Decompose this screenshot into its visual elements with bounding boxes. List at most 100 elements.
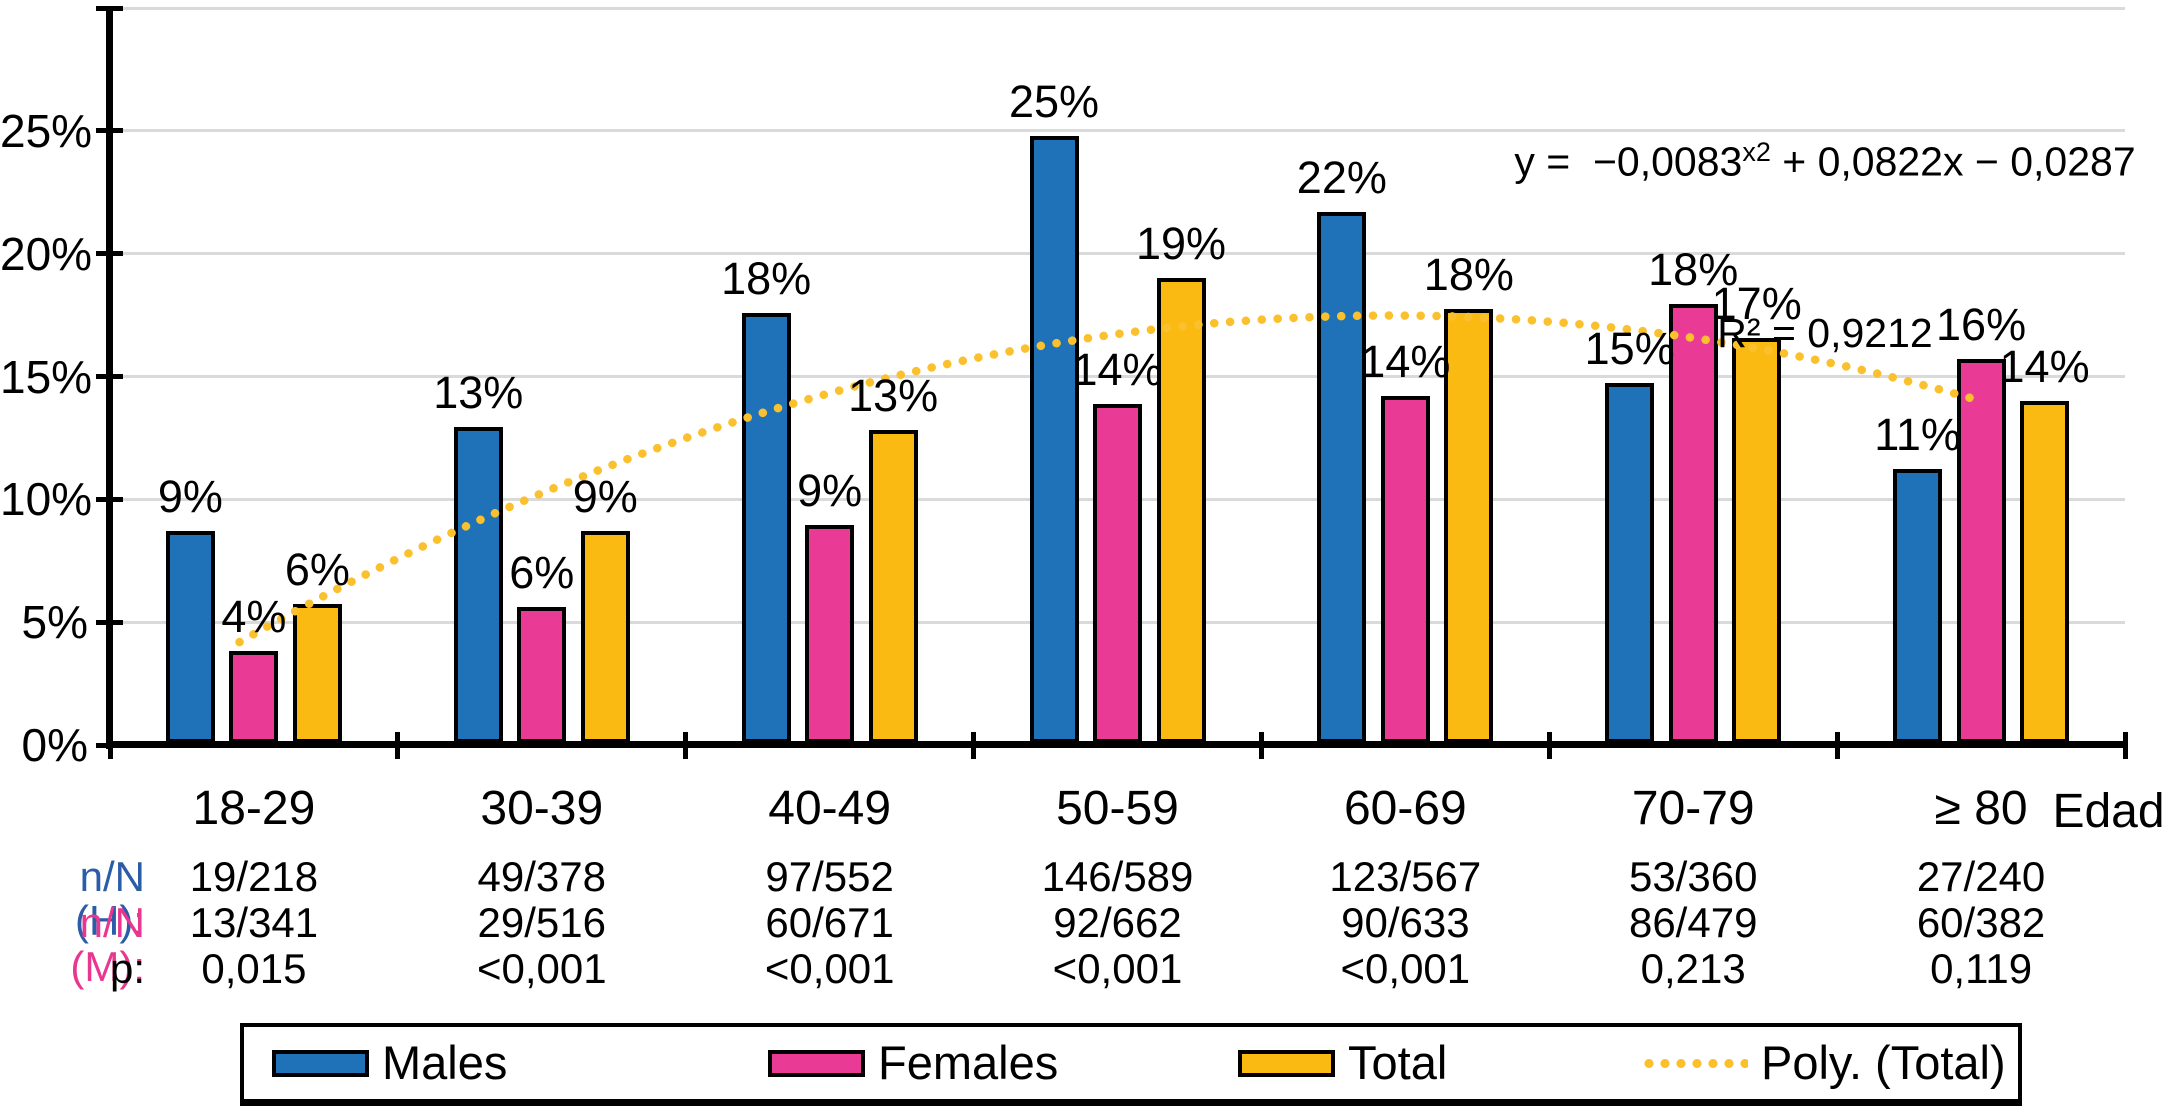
x-axis-label-80: ≥ 80 (1934, 782, 2028, 835)
x-axis-tick-0 (107, 732, 113, 759)
stats-p-60-69: <0,001 (1340, 945, 1471, 992)
legend-color-swatch-total (1238, 1049, 1335, 1077)
bar-label-females-30-39: 6% (509, 546, 575, 598)
bar-label-total-50-59: 19% (1135, 217, 1227, 269)
bar-females-18-29 (229, 651, 279, 743)
y-axis-tick-15 (96, 374, 123, 379)
bar-label-males-80: 11% (1874, 408, 1961, 460)
bar-males-18-29 (165, 530, 215, 743)
x-axis-label-60-69: 60-69 (1343, 782, 1467, 835)
equation-line: y = −0,0083x2 + 0,0822x − 0,0287 (1485, 124, 2165, 191)
bar-females-30-39 (517, 606, 567, 743)
bar-males-80 (1893, 468, 1943, 743)
equation-exponent: x2 (1742, 137, 1771, 167)
y-axis-label-5: 5% (21, 596, 88, 649)
bar-females-40-49 (805, 525, 855, 743)
bar-label-total-80: 14% (1999, 341, 2090, 393)
x-axis-tick-2 (683, 732, 689, 759)
bar-label-females-60-69: 14% (1360, 335, 1451, 387)
x-axis-tick-5 (1546, 732, 1552, 759)
bar-label-total-60-69: 18% (1423, 248, 1514, 300)
stats-n-n-h-60-69: 123/567 (1329, 853, 1482, 900)
bar-label-total-40-49: 13% (848, 369, 939, 421)
stats-n-n-h-40-49: 97/552 (765, 853, 894, 900)
x-axis-label-18-29: 18-29 (192, 782, 316, 835)
stats-n-n-m-80: 60/382 (1916, 899, 2046, 946)
stats-n-n-m-40-49: 60/671 (765, 899, 894, 946)
x-axis-label-70-79: 70-79 (1631, 782, 1755, 835)
x-axis-title: Edad (2052, 785, 2165, 838)
bar-label-females-40-49: 9% (797, 465, 863, 517)
stats-n-n-m-18-29: 13/341 (189, 899, 319, 946)
stats-n-n-h-80: 27/240 (1916, 853, 2046, 900)
legend-color-swatch-males (272, 1049, 369, 1077)
legend-item-males: Males (272, 1027, 507, 1099)
stats-n-n-h-18-29: 19/218 (189, 853, 319, 900)
stats-n-n-h-30-39: 49/378 (477, 853, 607, 900)
x-axis-tick-4 (1258, 732, 1264, 759)
y-gridline-30 (110, 6, 2125, 10)
bar-males-60-69 (1317, 212, 1367, 743)
legend-box: Males Females Total Poly. (Total) (240, 1023, 2022, 1106)
y-axis-label-20: 20% (0, 227, 93, 280)
trendline-equation: y = −0,0083x2 + 0,0822x − 0,0287 R² = 0,… (1485, 10, 2165, 476)
x-axis-line (106, 741, 2128, 748)
bar-label-males-30-39: 13% (433, 366, 524, 418)
x-axis-label-50-59: 50-59 (1056, 782, 1179, 835)
x-axis-tick-3 (971, 732, 977, 759)
bar-label-total-70-79: 17% (1711, 277, 1802, 329)
legend-label-females: Females (878, 1036, 1059, 1089)
stats-row-label-n-n-h: n/N (H): (75, 853, 145, 944)
bar-females-50-59 (1093, 403, 1142, 743)
y-axis-label-10: 10% (0, 473, 93, 526)
stats-p-30-39: <0,001 (476, 945, 607, 992)
stats-n-n-m-30-39: 29/516 (477, 899, 607, 946)
y-axis-label-0: 0% (21, 719, 88, 771)
bar-label-males-70-79: 15% (1584, 323, 1675, 375)
x-axis-tick-6 (1834, 732, 1840, 759)
y-axis-tick-25 (96, 128, 123, 134)
stats-row-label-p: p: (109, 945, 145, 992)
equation-suffix: + 0,0822x − 0,0287 (1770, 138, 2136, 185)
stats-p-50-59: <0,001 (1052, 945, 1183, 992)
legend-label-males: Males (382, 1036, 508, 1089)
x-axis-tick-1 (395, 732, 401, 759)
bar-label-total-30-39: 9% (572, 470, 638, 522)
bar-females-60-69 (1380, 395, 1430, 743)
legend-dotted-line-swatch (1644, 1057, 1748, 1069)
legend-color-swatch-females (768, 1049, 865, 1077)
y-axis-label-25: 25% (0, 104, 93, 157)
legend-item-poly-total: Poly. (Total) (1644, 1027, 2006, 1099)
y-axis-tick-5 (96, 619, 123, 625)
y-gridline-25 (110, 129, 2125, 133)
x-axis-label-30-39: 30-39 (480, 782, 604, 835)
stats-n-n-m-50-59: 92/662 (1053, 899, 1182, 946)
stats-p-40-49: <0,001 (764, 945, 895, 992)
bar-label-females-18-29: 4% (221, 591, 287, 643)
y-axis-tick-20 (96, 251, 123, 257)
y-axis-tick-30 (96, 5, 123, 11)
bar-label-males-50-59: 25% (1008, 75, 1100, 127)
stats-n-n-h-50-59: 146/589 (1041, 853, 1194, 900)
legend-item-females: Females (768, 1027, 1058, 1099)
stats-n-n-m-60-69: 90/633 (1341, 899, 1470, 946)
stats-n-n-m-70-79: 86/479 (1628, 899, 1758, 946)
x-axis-tick-7 (2122, 732, 2128, 759)
legend-item-total: Total (1238, 1027, 1447, 1099)
bar-label-males-60-69: 22% (1296, 152, 1387, 204)
bar-label-males-40-49: 18% (721, 253, 812, 305)
legend-label-poly-total: Poly. (Total) (1761, 1036, 2006, 1089)
stats-p-80: 0,119 (1930, 945, 2033, 992)
y-axis-label-15: 15% (0, 350, 93, 403)
y-axis-tick-10 (96, 496, 123, 502)
bar-total-80 (2020, 401, 2070, 743)
bar-males-40-49 (741, 313, 791, 743)
bar-label-females-70-79: 18% (1648, 244, 1739, 296)
stats-n-n-h-70-79: 53/360 (1628, 853, 1758, 900)
stats-p-70-79: 0,213 (1640, 945, 1746, 992)
stats-row-label-n-n-m: n/N (M): (70, 899, 145, 990)
equation-prefix: y = −0,0083 (1514, 138, 1743, 185)
bar-label-females-50-59: 14% (1072, 343, 1163, 395)
y-gridline-20 (110, 252, 2125, 256)
